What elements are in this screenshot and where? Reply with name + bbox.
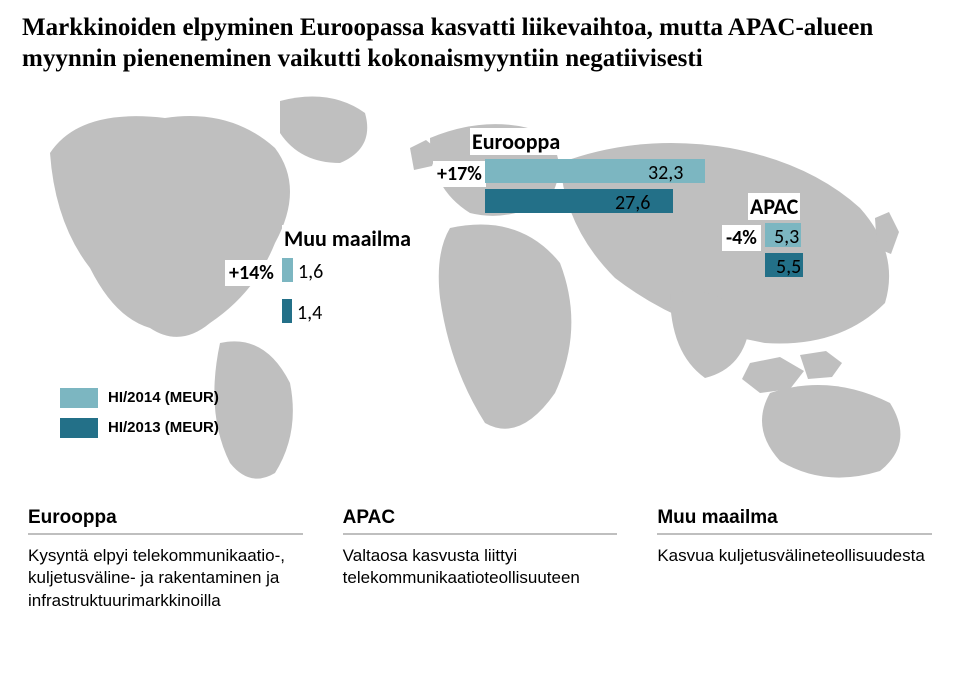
col-muu: Muu maailma Kasvua kuljetusvälineteollis… xyxy=(657,507,932,614)
region-label-eurooppa: Eurooppa xyxy=(470,128,562,155)
col-eurooppa: Eurooppa Kysyntä elpyi telekommunikaatio… xyxy=(28,507,303,614)
val-apac-2013: 5,5 xyxy=(776,255,801,279)
col-heading-apac: APAC xyxy=(343,507,618,535)
legend-label-2013: HI/2013 (MEUR) xyxy=(108,419,219,436)
growth-eurooppa: +17% xyxy=(433,161,486,187)
col-body-eurooppa: Kysyntä elpyi telekommunikaatio-, kuljet… xyxy=(28,545,303,614)
legend: HI/2014 (MEUR) HI/2013 (MEUR) xyxy=(60,388,219,448)
legend-label-2014: HI/2014 (MEUR) xyxy=(108,389,219,406)
swatch-2013 xyxy=(60,418,98,438)
swatch-2014 xyxy=(60,388,98,408)
val-muu-2014: 1,6 xyxy=(298,260,323,284)
page-title: Markkinoiden elpyminen Euroopassa kasvat… xyxy=(22,12,938,75)
val-eurooppa-2014: 32,3 xyxy=(648,161,683,185)
region-label-apac: APAC xyxy=(748,193,800,220)
col-heading-muu: Muu maailma xyxy=(657,507,932,535)
col-body-muu: Kasvua kuljetusvälineteollisuudesta xyxy=(657,545,932,568)
bar-muu-2013 xyxy=(282,299,292,323)
growth-apac: -4% xyxy=(722,225,761,251)
region-label-muu: Muu maailma xyxy=(282,225,413,252)
legend-row-2014: HI/2014 (MEUR) xyxy=(60,388,219,408)
val-muu-2013: 1,4 xyxy=(297,301,322,325)
val-apac-2014: 5,3 xyxy=(774,225,799,249)
world-map-region: Eurooppa +17% 32,3 27,6 APAC -4% 5,3 5,5… xyxy=(30,93,930,483)
growth-muu: +14% xyxy=(225,260,278,286)
col-apac: APAC Valtaosa kasvusta liittyi telekommu… xyxy=(343,507,618,614)
col-body-apac: Valtaosa kasvusta liittyi telekommunikaa… xyxy=(343,545,618,591)
val-eurooppa-2013: 27,6 xyxy=(615,191,650,215)
bottom-columns: Eurooppa Kysyntä elpyi telekommunikaatio… xyxy=(22,507,938,614)
bar-muu-2014 xyxy=(282,258,293,282)
col-heading-eurooppa: Eurooppa xyxy=(28,507,303,535)
legend-row-2013: HI/2013 (MEUR) xyxy=(60,418,219,438)
